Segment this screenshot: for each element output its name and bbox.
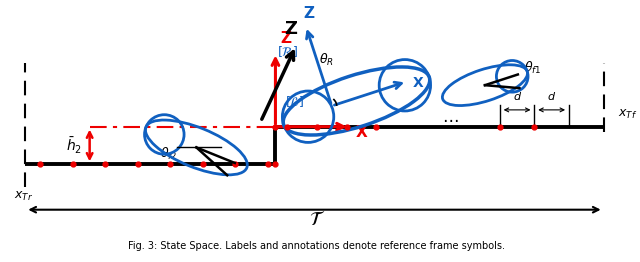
Text: $\theta_R$: $\theta_R$ [319, 52, 334, 68]
Text: $\mathbf{Z}$: $\mathbf{Z}$ [280, 30, 292, 46]
Text: $\mathbf{Z}$: $\mathbf{Z}$ [284, 20, 298, 38]
Text: $\mathbf{Z}$: $\mathbf{Z}$ [303, 5, 315, 21]
Text: $d$: $d$ [547, 90, 556, 102]
Text: $\mathbf{X}$: $\mathbf{X}$ [412, 77, 424, 90]
Text: $\theta_{f2}$: $\theta_{f2}$ [160, 146, 177, 162]
Text: $\bar{h}_2$: $\bar{h}_2$ [65, 135, 82, 156]
Text: Fig. 3: State Space. Labels and annotations denote reference frame symbols.: Fig. 3: State Space. Labels and annotati… [129, 241, 506, 251]
Text: $[\mathcal{L}]$: $[\mathcal{L}]$ [285, 94, 305, 109]
Text: $\mathcal{T}$: $\mathcal{T}$ [309, 210, 325, 229]
Text: $d$: $d$ [513, 90, 522, 102]
Text: $\mathbf{X}$: $\mathbf{X}$ [355, 124, 368, 140]
Text: $\theta_{f1}$: $\theta_{f1}$ [525, 60, 542, 77]
Text: $x_{Tf}$: $x_{Tf}$ [618, 108, 637, 121]
Text: $x_{Tr}$: $x_{Tr}$ [14, 190, 33, 203]
Text: $[\mathcal{R}]$: $[\mathcal{R}]$ [277, 44, 299, 59]
Text: $\cdots$: $\cdots$ [442, 110, 459, 128]
